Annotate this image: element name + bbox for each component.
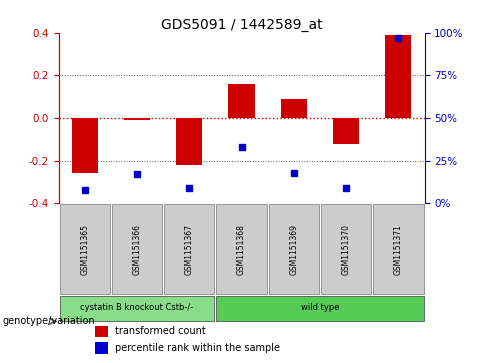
FancyBboxPatch shape <box>60 296 214 321</box>
Bar <box>124 118 150 120</box>
FancyBboxPatch shape <box>217 296 424 321</box>
Bar <box>386 35 411 118</box>
Text: cystatin B knockout Cstb-/-: cystatin B knockout Cstb-/- <box>81 303 194 313</box>
FancyBboxPatch shape <box>217 204 266 294</box>
Bar <box>228 84 255 118</box>
FancyBboxPatch shape <box>112 204 162 294</box>
Text: genotype/variation: genotype/variation <box>2 316 95 326</box>
Text: percentile rank within the sample: percentile rank within the sample <box>115 343 280 353</box>
FancyBboxPatch shape <box>269 204 319 294</box>
FancyBboxPatch shape <box>321 204 371 294</box>
FancyBboxPatch shape <box>373 204 424 294</box>
Bar <box>176 118 203 165</box>
Title: GDS5091 / 1442589_at: GDS5091 / 1442589_at <box>161 18 323 32</box>
FancyBboxPatch shape <box>164 204 214 294</box>
Text: wild type: wild type <box>301 303 339 313</box>
Text: transformed count: transformed count <box>115 326 206 336</box>
Bar <box>72 118 98 174</box>
Bar <box>281 99 307 118</box>
Bar <box>95 326 108 337</box>
Bar <box>333 118 359 144</box>
Text: GSM1151371: GSM1151371 <box>394 224 403 274</box>
Text: GSM1151368: GSM1151368 <box>237 224 246 274</box>
FancyBboxPatch shape <box>60 204 110 294</box>
Text: GSM1151367: GSM1151367 <box>185 224 194 274</box>
Text: GSM1151370: GSM1151370 <box>342 224 351 274</box>
Text: GSM1151365: GSM1151365 <box>80 224 89 274</box>
Text: GSM1151366: GSM1151366 <box>132 224 142 274</box>
Text: GSM1151369: GSM1151369 <box>289 224 298 274</box>
Bar <box>95 342 108 354</box>
